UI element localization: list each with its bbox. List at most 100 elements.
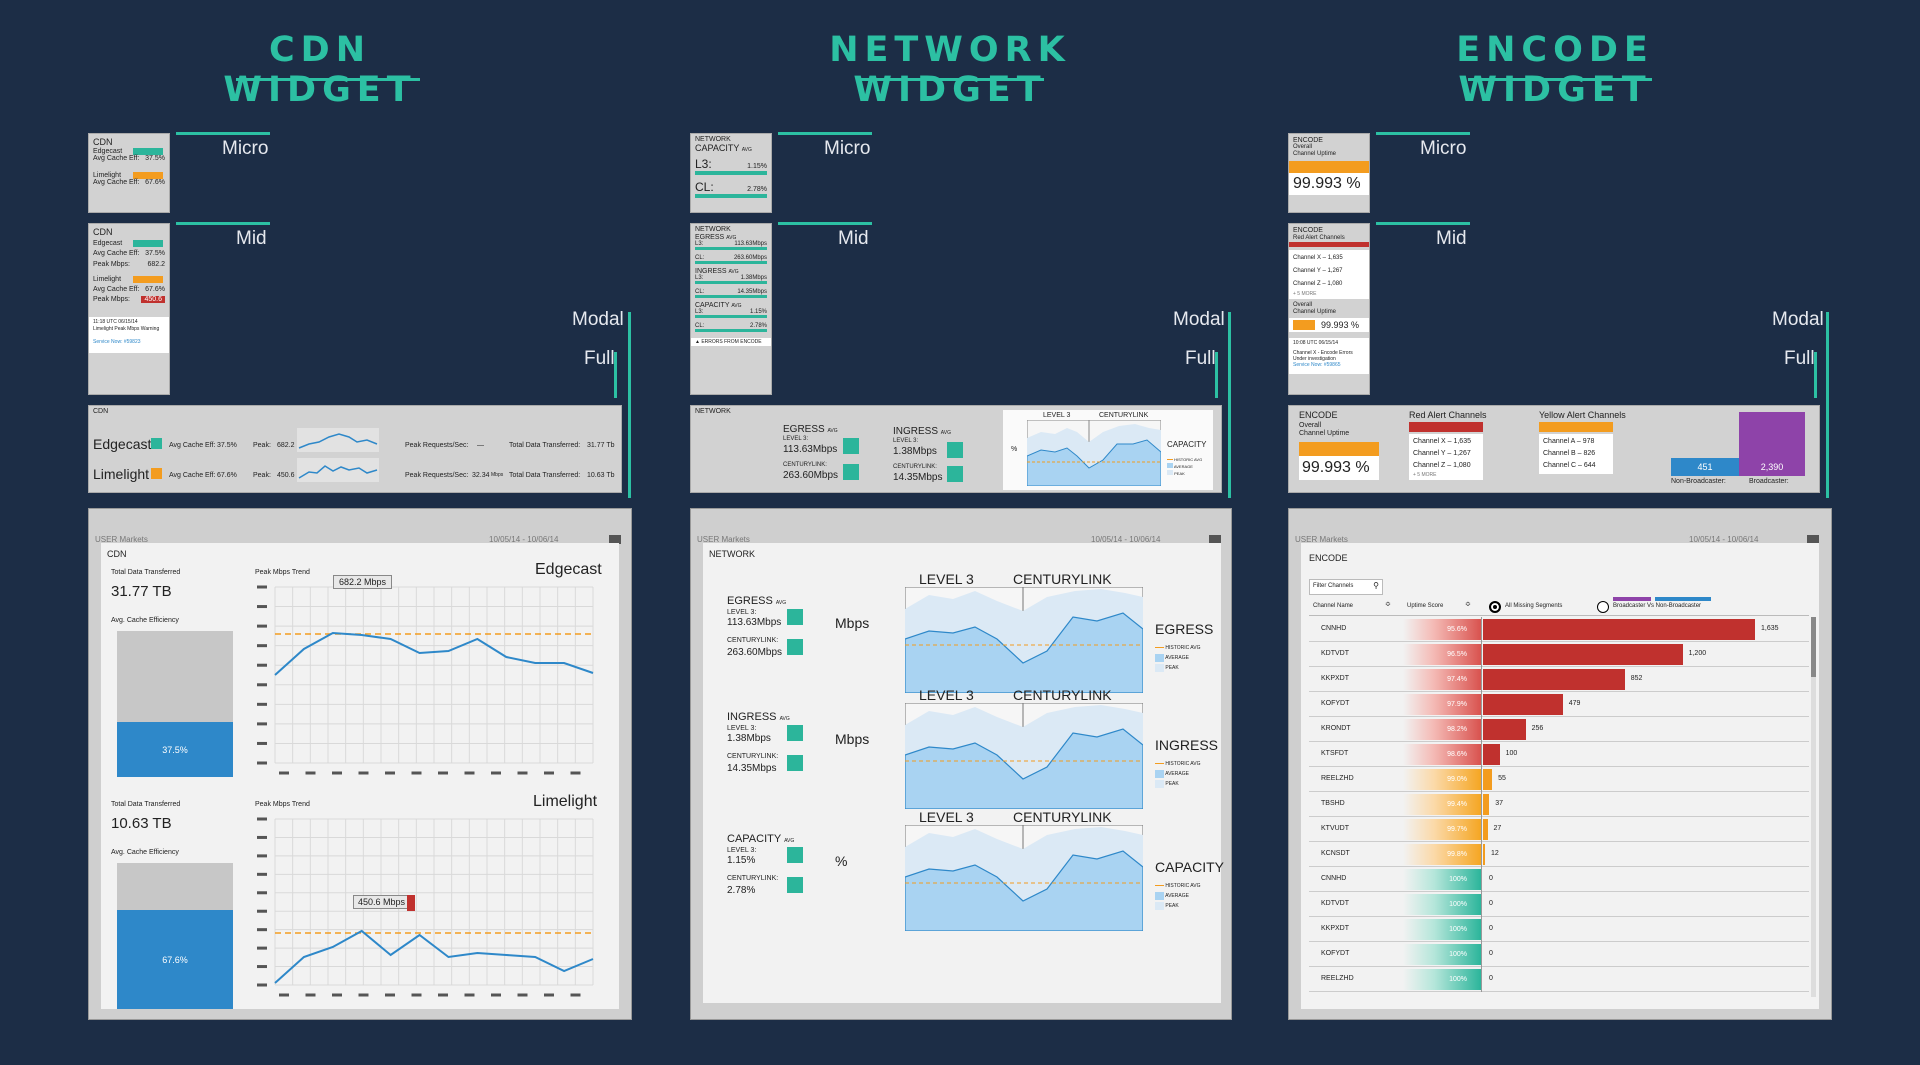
cdn-modal-widget[interactable]: CDN Edgecast Avg Cache Eff: 37.5% Peak: … [88, 405, 622, 493]
encode-micro-widget[interactable]: ENCODE Overall Channel Uptime 99.993 % [1288, 133, 1370, 213]
yellow-alert-channel: Channel C – 644 [1543, 462, 1596, 469]
cl-value: 14.35Mbps [727, 763, 777, 774]
errors-footer[interactable]: ▲ ERRORS FROM ENCODE [691, 338, 771, 346]
chart-name: INGRESS [1155, 737, 1219, 753]
scrollbar[interactable] [1811, 617, 1816, 997]
encode-modal-widget[interactable]: ENCODE Overall Channel Uptime 99.993 % Re… [1288, 405, 1820, 493]
network-mid-widget[interactable]: NETWORK EGRESS AVG L3: 113.63Mbps CL: 263.… [690, 223, 772, 395]
more-link[interactable]: + 5 MORE [1413, 472, 1437, 478]
channel-name: CNNHD [1321, 625, 1347, 632]
table-row[interactable]: KKPXDT 100% 0 [1309, 917, 1809, 942]
peak-value: 682.2 [147, 261, 165, 268]
table-row[interactable]: KRONDT 98.2% 256 [1309, 717, 1809, 742]
calendar-icon[interactable] [1807, 535, 1819, 544]
radio-all-missing[interactable] [1489, 601, 1501, 613]
encode-mid-widget[interactable]: ENCODE Red Alert Channels Channel X – 1,… [1288, 223, 1370, 395]
table-row[interactable]: CNNHD 95.6% 1,635 [1309, 617, 1809, 642]
scrollbar-thumb[interactable] [1811, 617, 1816, 677]
total-value: 10.63 TB [111, 815, 172, 832]
table-row[interactable]: REELZHD 100% 0 [1309, 967, 1809, 992]
uptime-label-line: Channel Uptime [1299, 430, 1350, 437]
panel-title: CDN [107, 549, 127, 559]
service-now-link[interactable]: Service Now: #59865 [1293, 362, 1341, 368]
channel-name: KOFYDT [1321, 700, 1350, 707]
col-label-cl: CENTURYLINK [1013, 809, 1112, 825]
alert-box[interactable]: 10:08 UTC 06/15/14 Channel X - Encode Er… [1289, 338, 1369, 374]
table-row[interactable]: TBSHD 99.4% 37 [1309, 792, 1809, 817]
uptime-label-line: Channel Uptime [1293, 151, 1337, 157]
limelight-efficiency-bar: 67.6% [117, 863, 233, 1009]
micro-label: Micro [824, 138, 871, 159]
legend-swatch [1155, 763, 1164, 765]
cdn-name: Edgecast [93, 436, 152, 452]
more-link[interactable]: + 5 MORE [1293, 291, 1317, 297]
chart-name: CAPACITY [1155, 859, 1224, 875]
cdn-mid-widget[interactable]: CDN Edgecast Avg Cache Eff: 37.5% Peak Mb… [88, 223, 170, 395]
col-label-l3: LEVEL 3 [919, 687, 974, 703]
cl-value: 2.78% [727, 885, 756, 896]
capacity-mini-chart: LEVEL 3 CENTURYLINK % CAPACITY HISTORIC … [1003, 410, 1213, 490]
table-row[interactable]: KTVUDT 99.7% 27 [1309, 817, 1809, 842]
col-label: CENTURYLINK [1099, 412, 1149, 419]
l3-swatch [843, 438, 859, 454]
requests-value: — [477, 442, 484, 449]
l3-bar [695, 171, 767, 175]
legend-label: HISTORIC AVG [1174, 457, 1203, 462]
column-header-uptime[interactable]: Uptime Score [1407, 603, 1444, 609]
table-row[interactable]: KCNSDT 99.8% 12 [1309, 842, 1809, 867]
channel-name: TBSHD [1321, 800, 1345, 807]
uptime-label-line: Channel Uptime [1293, 309, 1337, 315]
uptime-score: 100% [1403, 894, 1481, 915]
efficiency-fill: 37.5% [117, 722, 233, 777]
table-row[interactable]: KOFYDT 97.9% 479 [1309, 692, 1809, 717]
legend-swatch-broadcaster [1613, 597, 1651, 601]
network-modal-widget[interactable]: NETWORK EGRESS AVG LEVEL 3: 113.63Mbps C… [690, 405, 1222, 493]
table-row[interactable]: REELZHD 99.0% 55 [1309, 767, 1809, 792]
cl-value: 263.60Mbps [727, 647, 783, 658]
peak-value: 682.2 [277, 442, 295, 449]
radio-broadcaster[interactable] [1597, 601, 1609, 613]
table-row[interactable]: KKPXDT 97.4% 852 [1309, 667, 1809, 692]
eff-value: 67.6% [217, 472, 237, 479]
table-row[interactable]: KTSFDT 98.6% 100 [1309, 742, 1809, 767]
uptime-value: 99.993 % [1321, 320, 1360, 330]
uptime-score: 99.7% [1403, 819, 1481, 840]
channel-name: KOFYDT [1321, 950, 1350, 957]
sort-icon[interactable]: ≎ [1465, 601, 1471, 608]
eff-value: 67.6% [145, 286, 165, 293]
search-icon: ⚲ [1373, 581, 1379, 590]
modal-bar [1826, 312, 1829, 498]
average-area [905, 850, 1143, 931]
table-row[interactable]: CNNHD 100% 0 [1309, 867, 1809, 892]
service-now-link[interactable]: Service Now: #59823 [93, 339, 141, 345]
cl-label: CL: [695, 323, 705, 329]
channel-name: REELZHD [1321, 975, 1354, 982]
red-alert-label: Red Alert Channels [1409, 410, 1487, 420]
metric-name: EGRESS [695, 234, 725, 241]
table-row[interactable]: KDTVDT 96.5% 1,200 [1309, 642, 1809, 667]
l3-bar [695, 247, 767, 250]
uptime-swatch [1293, 320, 1315, 330]
limelight-swatch [133, 276, 163, 283]
red-alert-label: Red Alert Channels [1293, 235, 1345, 241]
calendar-icon[interactable] [1209, 535, 1221, 544]
calendar-icon[interactable] [609, 535, 621, 544]
area-chart [905, 587, 1143, 693]
legend-peak: PEAK [1165, 903, 1179, 909]
col-label: LEVEL 3 [1043, 412, 1071, 419]
sort-icon[interactable]: ≎ [1385, 601, 1391, 608]
alert-box[interactable]: 11:18 UTC 06/15/14 Limelight Peak Mbps W… [89, 317, 169, 353]
chart-name: EGRESS [1155, 621, 1214, 637]
unit-label: % [835, 853, 848, 869]
filter-input[interactable]: Filter Channels ⚲ [1309, 579, 1383, 595]
network-micro-widget[interactable]: NETWORK CAPACITY AVG L3: 1.15% CL: 2.78% [690, 133, 772, 213]
cl-value: 14.35Mbps [737, 289, 767, 295]
table-row[interactable]: KDTVDT 100% 0 [1309, 892, 1809, 917]
cl-bar [695, 261, 767, 264]
cdn-micro-widget[interactable]: CDN Edgecast Avg Cache Eff: 37.5% Limelig… [88, 133, 170, 213]
header-date: 10/05/14 - 10/06/14 [1091, 535, 1161, 544]
widget-title: ENCODE [1299, 410, 1338, 420]
column-header-name[interactable]: Channel Name [1313, 603, 1354, 609]
axis-line [1481, 667, 1482, 692]
table-row[interactable]: KOFYDT 100% 0 [1309, 942, 1809, 967]
